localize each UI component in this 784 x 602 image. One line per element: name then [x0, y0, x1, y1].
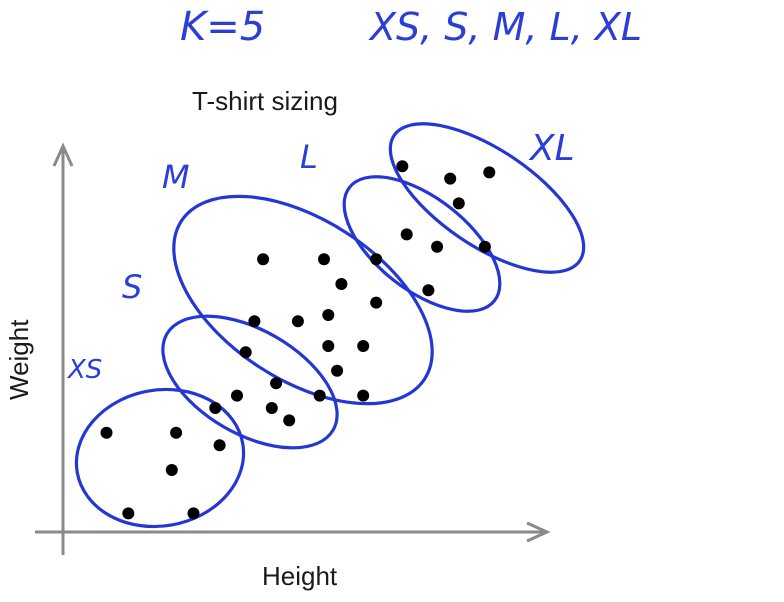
y-axis-label: Weight [4, 319, 34, 400]
cluster-outline-xs [74, 387, 246, 529]
data-point-xl-3 [452, 197, 465, 210]
cluster-outline-m [172, 194, 434, 406]
data-point-xs-1 [170, 426, 183, 439]
cluster-label-xl: XL [528, 128, 575, 169]
data-point-m-9 [331, 364, 344, 377]
cluster-label-m: M [162, 158, 190, 196]
data-point-xs-3 [122, 507, 135, 520]
data-point-l-1 [400, 228, 413, 241]
data-point-m-3 [248, 315, 261, 328]
data-point-xs-2 [165, 464, 178, 476]
data-point-s-1 [231, 389, 243, 402]
cluster-outline-l [342, 175, 502, 313]
data-point-m-1 [318, 253, 330, 266]
chart-title: T-shirt sizing [192, 86, 338, 116]
axes [35, 142, 551, 555]
data-point-m-4 [291, 315, 304, 328]
cluster-outline-xl [388, 122, 586, 274]
data-point-xs-0 [100, 426, 113, 439]
data-points [100, 160, 496, 520]
data-point-m-5 [322, 309, 335, 321]
data-point-xl-4 [478, 240, 491, 253]
y-axis-arrow [52, 142, 74, 167]
data-point-xl-0 [396, 160, 409, 173]
data-point-s-6 [209, 402, 222, 414]
x-axis-arrow [526, 521, 551, 543]
x-axis-label: Height [262, 561, 338, 591]
size-list-label: XS, S, M, L, XL [368, 5, 642, 49]
data-point-xl-2 [483, 166, 496, 179]
data-point-m-2 [335, 278, 348, 290]
data-point-s-0 [239, 346, 252, 359]
data-point-m-8 [357, 340, 370, 352]
cluster-label-xs: XS [66, 355, 102, 385]
data-point-m-10 [357, 389, 370, 402]
data-point-m-0 [257, 253, 270, 266]
data-point-s-4 [283, 414, 296, 427]
data-point-l-3 [422, 284, 435, 297]
data-point-m-6 [370, 296, 383, 309]
data-point-s-2 [270, 377, 283, 390]
data-point-l-0 [370, 253, 383, 266]
data-point-l-2 [431, 240, 444, 253]
cluster-label-l: L [300, 138, 318, 176]
data-point-xs-4 [187, 507, 200, 520]
cluster-label-s: S [122, 268, 142, 306]
k-equals-label: K=5 [180, 4, 265, 50]
cluster-outlines [74, 122, 586, 529]
data-point-s-3 [265, 402, 278, 414]
data-point-xs-5 [213, 439, 226, 452]
data-point-xl-1 [444, 172, 457, 185]
data-point-m-7 [322, 340, 335, 352]
data-point-s-5 [313, 389, 326, 402]
cluster-outline-s [161, 314, 339, 450]
